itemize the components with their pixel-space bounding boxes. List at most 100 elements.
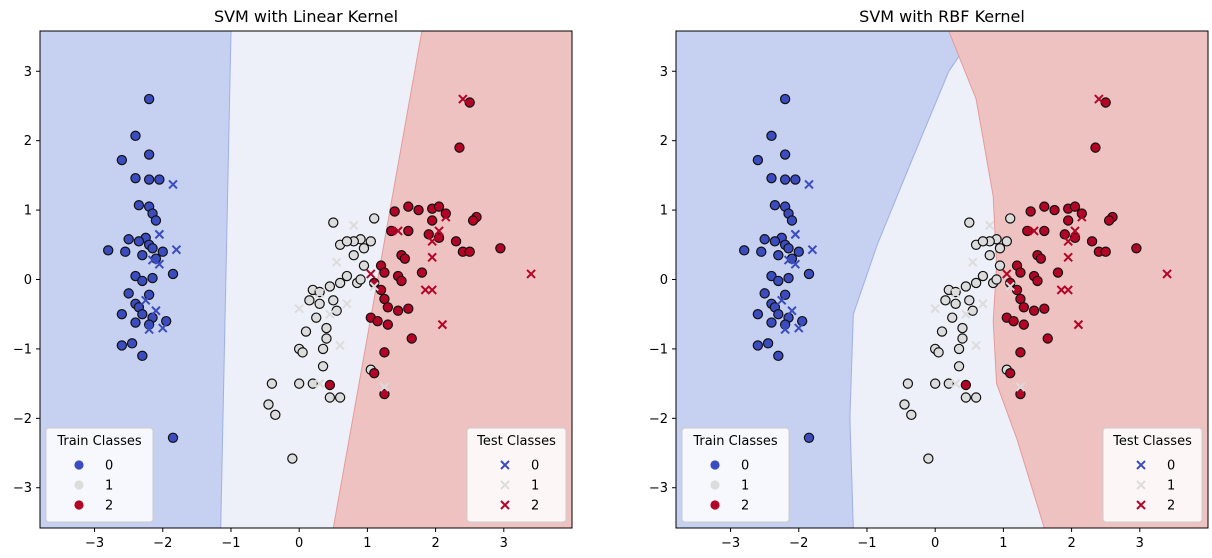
legend-entry-label: 2 <box>531 499 539 514</box>
train-point <box>358 243 370 254</box>
legend-entry-label: 1 <box>105 479 113 494</box>
test-point <box>331 257 342 267</box>
train-point <box>1032 275 1043 287</box>
y-tick-label: 1 <box>660 204 668 219</box>
train-point <box>1018 302 1030 313</box>
train-point <box>426 215 438 226</box>
test-point <box>950 288 961 299</box>
test-point <box>335 340 345 351</box>
train-point <box>953 361 965 372</box>
train-point <box>116 154 128 166</box>
train-point <box>103 245 114 256</box>
y-tick-label: −2 <box>13 412 32 427</box>
train-point <box>379 267 390 278</box>
legend-marker-circle <box>710 460 720 470</box>
train-point <box>1049 204 1060 216</box>
train-point <box>964 217 975 228</box>
legend-marker-circle <box>74 480 84 490</box>
train-point <box>759 234 770 245</box>
train-point <box>403 303 414 314</box>
test-point <box>168 179 178 190</box>
train-point <box>756 246 767 257</box>
train-point <box>147 272 158 284</box>
train-point <box>355 274 366 285</box>
train-point <box>1001 236 1012 247</box>
train-point <box>304 295 315 306</box>
train-point <box>137 250 148 261</box>
train-point <box>413 204 424 216</box>
test-point <box>349 220 359 231</box>
train-point <box>324 379 336 391</box>
train-point <box>314 298 325 309</box>
legend-marker-x <box>500 500 510 510</box>
train-point <box>137 275 148 287</box>
train-point <box>790 174 801 185</box>
train-point <box>766 130 777 142</box>
train-point <box>365 236 376 247</box>
train-point <box>120 246 131 257</box>
test-point <box>427 236 437 247</box>
test-point <box>325 309 335 319</box>
train-point <box>143 93 155 105</box>
train-point <box>450 236 462 247</box>
train-point <box>382 302 394 313</box>
test-point <box>1029 226 1039 236</box>
train-point <box>786 215 798 226</box>
train-point <box>133 236 145 247</box>
train-point <box>317 343 329 355</box>
test-point <box>783 255 794 265</box>
train-point <box>328 217 339 228</box>
test-point <box>1094 94 1104 104</box>
test-point <box>427 252 437 262</box>
train-point <box>324 392 336 403</box>
test-point <box>526 269 536 279</box>
train-point <box>1090 142 1101 153</box>
test-point <box>294 303 304 314</box>
chart-title: SVM with RBF Kernel <box>859 7 1025 26</box>
train-point <box>1035 253 1047 264</box>
test-point <box>458 94 468 104</box>
train-point <box>766 172 777 184</box>
train-point <box>130 317 141 328</box>
x-tick-label: 2 <box>431 536 439 551</box>
test-legend: Test Classes 0 1 2 <box>466 427 567 523</box>
test-point <box>950 378 961 389</box>
train-point <box>970 277 982 289</box>
test-point <box>790 259 801 269</box>
train-point <box>902 378 914 389</box>
x-tick-label: 2 <box>1067 536 1075 551</box>
train-point <box>396 275 407 287</box>
test-point <box>369 281 379 292</box>
y-tick-label: 2 <box>660 134 668 149</box>
train-point <box>300 326 312 337</box>
train-point <box>372 315 383 327</box>
test-point <box>314 288 325 299</box>
train-point <box>143 149 155 160</box>
test_1-points <box>930 220 1026 392</box>
train-point <box>783 243 794 254</box>
test_0-points <box>141 179 182 335</box>
train-point <box>403 225 414 237</box>
train-point <box>739 245 750 256</box>
test-point <box>787 306 797 316</box>
train-point <box>960 392 972 403</box>
y-tick-label: −3 <box>13 481 32 496</box>
legend-entry-label: 0 <box>105 459 113 474</box>
train-point <box>123 288 134 299</box>
train-point <box>137 309 148 320</box>
train-point <box>1015 347 1026 358</box>
train-point <box>783 272 794 284</box>
train-point <box>154 174 165 185</box>
y-tick-label: 3 <box>24 65 32 80</box>
train_0-points <box>103 93 179 443</box>
legend-box <box>466 427 567 523</box>
test-point <box>794 323 804 333</box>
legend-title: Test Classes <box>1112 434 1192 449</box>
x-tick-label: 1 <box>363 536 371 551</box>
train-point <box>940 295 951 306</box>
test-point <box>777 295 787 306</box>
legend-marker-x <box>1136 460 1146 470</box>
train-point <box>1015 388 1026 400</box>
train-point <box>358 260 370 271</box>
train-point <box>960 281 972 292</box>
